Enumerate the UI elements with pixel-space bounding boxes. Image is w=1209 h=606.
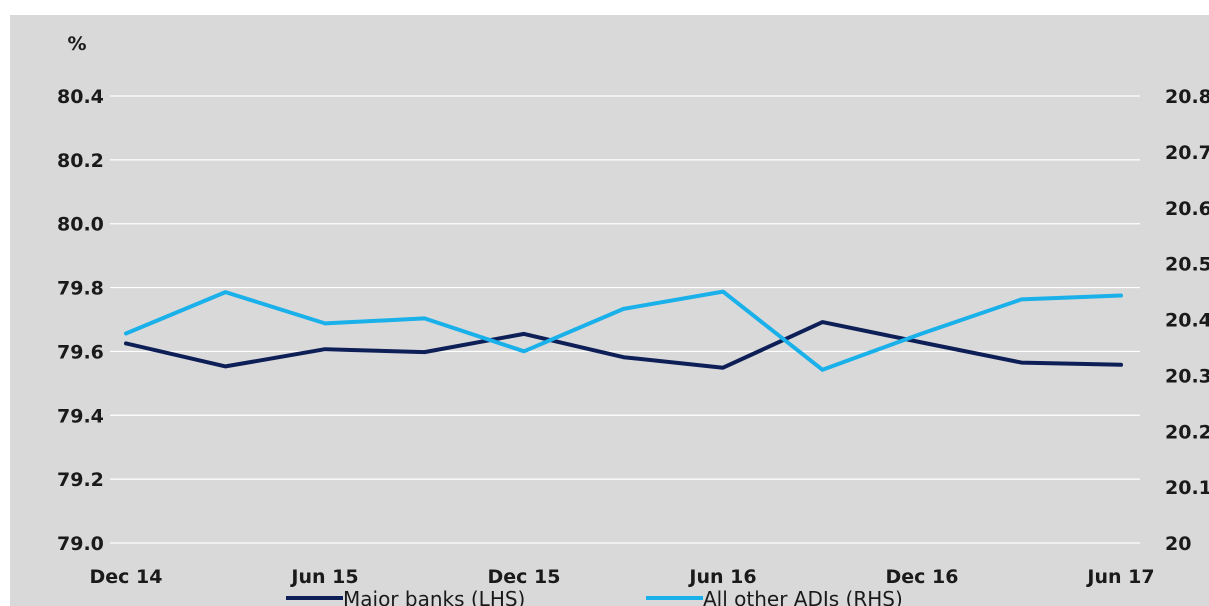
left-axis-unit: % bbox=[67, 33, 86, 55]
x-tick-label: Dec 15 bbox=[488, 566, 561, 588]
right-tick-label: 20.8 bbox=[1165, 86, 1209, 108]
left-tick-label: 79.2 bbox=[57, 469, 104, 491]
x-tick-label: Jun 17 bbox=[1085, 566, 1154, 588]
right-axis-ticks: 20 20.1 20.2 20.3 20.4 20.5 20.6 20.7 20.8 bbox=[1165, 86, 1209, 555]
x-tick-label: Jun 15 bbox=[289, 566, 358, 588]
right-tick-label: 20.3 bbox=[1165, 365, 1209, 387]
left-tick-label: 79.0 bbox=[57, 533, 104, 555]
right-tick-label: 20.4 bbox=[1165, 310, 1209, 332]
left-tick-label: 79.6 bbox=[57, 341, 104, 363]
left-tick-label: 80.2 bbox=[57, 150, 104, 172]
right-tick-label: 20.7 bbox=[1165, 142, 1209, 164]
series-line-all-other-adis bbox=[124, 289, 1123, 372]
series-line-major-banks bbox=[124, 320, 1123, 370]
left-tick-label: 79.8 bbox=[57, 278, 104, 300]
right-tick-label: 20.2 bbox=[1165, 421, 1209, 443]
legend-label: All other ADIs (RHS) bbox=[703, 587, 903, 606]
x-tick-label: Dec 16 bbox=[886, 566, 959, 588]
right-tick-label: 20.1 bbox=[1165, 477, 1209, 499]
legend-label: Major banks (LHS) bbox=[343, 587, 525, 606]
x-tick-label: Jun 16 bbox=[687, 566, 756, 588]
left-tick-label: 79.4 bbox=[57, 405, 104, 427]
plot-area bbox=[10, 15, 1209, 606]
left-axis-ticks: 79.0 79.2 79.4 79.6 79.8 80.0 80.2 80.4 bbox=[57, 86, 104, 555]
x-axis-ticks: Dec 14 Jun 15 Dec 15 Jun 16 Dec 16 Jun 17 bbox=[90, 566, 1155, 588]
gridlines bbox=[110, 95, 1140, 544]
series-lines bbox=[124, 289, 1123, 372]
right-tick-label: 20 bbox=[1165, 533, 1191, 555]
x-tick-label: Dec 14 bbox=[90, 566, 163, 588]
legend: Major banks (LHS) All other ADIs (RHS) bbox=[286, 587, 903, 606]
right-tick-label: 20.5 bbox=[1165, 254, 1209, 276]
left-tick-label: 80.4 bbox=[57, 86, 104, 108]
right-tick-label: 20.6 bbox=[1165, 198, 1209, 220]
left-tick-label: 80.0 bbox=[57, 214, 104, 236]
